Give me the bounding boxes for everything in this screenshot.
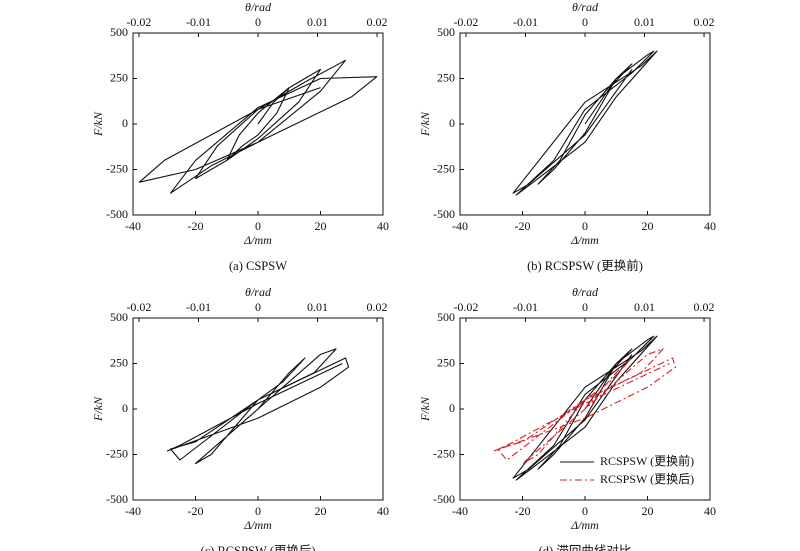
hysteresis-curve — [512, 50, 658, 196]
y-tick-label: -500 — [106, 207, 128, 221]
x2-tick-label: -0.02 — [453, 15, 478, 29]
x2-tick-label: 0 — [582, 15, 588, 29]
y-axis-label: F/kN — [418, 396, 432, 422]
x2-tick-label: -0.01 — [186, 300, 211, 314]
x-tick-label: 40 — [377, 219, 389, 233]
x-tick-label: -20 — [188, 504, 204, 518]
y-tick-label: -250 — [106, 161, 128, 175]
x2-tick-label: 0.01 — [307, 15, 328, 29]
x-tick-label: 20 — [642, 504, 654, 518]
x2-tick-label: 0 — [582, 300, 588, 314]
x2-axis-label: θ/rad — [245, 0, 272, 14]
x-tick-label: 40 — [377, 504, 389, 518]
caption: (b) RCSPSW (更换前) — [527, 258, 643, 273]
y-tick-label: 250 — [437, 355, 455, 369]
y-tick-label: -250 — [433, 161, 455, 175]
x2-tick-label: -0.01 — [513, 300, 538, 314]
x-tick-label: -20 — [515, 504, 531, 518]
hysteresis-curve — [138, 59, 378, 194]
y-tick-label: -250 — [106, 446, 128, 460]
y-tick-label: 500 — [110, 25, 128, 39]
x-axis-label: Δ/mm — [243, 233, 272, 247]
y-tick-label: -500 — [106, 492, 128, 506]
x-axis-label: Δ/mm — [243, 518, 272, 532]
x2-tick-label: -0.01 — [186, 15, 211, 29]
legend-label: RCSPSW (更换前) — [600, 453, 694, 468]
x2-tick-label: 0 — [255, 15, 261, 29]
x2-tick-label: 0.02 — [694, 300, 715, 314]
y-tick-label: -500 — [433, 207, 455, 221]
x2-tick-label: 0.02 — [694, 15, 715, 29]
x2-axis-label: θ/rad — [572, 285, 599, 299]
y-tick-label: 250 — [437, 70, 455, 84]
x2-tick-label: -0.01 — [513, 15, 538, 29]
x-tick-label: 0 — [255, 504, 261, 518]
x2-tick-label: -0.02 — [453, 300, 478, 314]
x-axis-label: Δ/mm — [570, 518, 599, 532]
x-axis-label: Δ/mm — [570, 233, 599, 247]
caption: (c) RCSPSW (更换后) — [200, 544, 315, 551]
x2-tick-label: 0.01 — [634, 300, 655, 314]
y-axis-label: F/kN — [418, 111, 432, 137]
x-tick-label: -40 — [452, 504, 468, 518]
x-tick-label: -40 — [125, 219, 141, 233]
x2-tick-label: -0.02 — [126, 15, 151, 29]
caption: (d) 滞回曲线对比 — [539, 544, 632, 551]
y-tick-label: 0 — [449, 116, 455, 130]
x-tick-label: 40 — [704, 504, 716, 518]
x-tick-label: -40 — [125, 504, 141, 518]
y-tick-label: 500 — [437, 310, 455, 324]
x2-tick-label: 0.02 — [367, 15, 388, 29]
x-tick-label: 40 — [704, 219, 716, 233]
y-tick-label: 0 — [449, 401, 455, 415]
y-tick-label: 500 — [110, 310, 128, 324]
x-tick-label: -20 — [515, 219, 531, 233]
x2-tick-label: 0.02 — [367, 300, 388, 314]
caption: (a) CSPSW — [229, 259, 287, 273]
x2-tick-label: 0 — [255, 300, 261, 314]
y-axis-label: F/kN — [91, 111, 105, 137]
y-tick-label: 0 — [122, 401, 128, 415]
x2-tick-label: 0.01 — [307, 300, 328, 314]
y-tick-label: 250 — [110, 355, 128, 369]
y-tick-label: -250 — [433, 446, 455, 460]
x-tick-label: -20 — [188, 219, 204, 233]
x2-axis-label: θ/rad — [245, 285, 272, 299]
x-tick-label: -40 — [452, 219, 468, 233]
x-tick-label: 0 — [582, 219, 588, 233]
x2-tick-label: -0.02 — [126, 300, 151, 314]
hysteresis-curve — [512, 335, 658, 481]
y-axis-label: F/kN — [91, 396, 105, 422]
y-tick-label: 250 — [110, 70, 128, 84]
x-tick-label: 20 — [315, 219, 327, 233]
x-tick-label: 0 — [582, 504, 588, 518]
x2-axis-label: θ/rad — [572, 0, 599, 14]
x-tick-label: 20 — [315, 504, 327, 518]
x-tick-label: 0 — [255, 219, 261, 233]
hysteresis-curve — [493, 348, 677, 465]
x2-tick-label: 0.01 — [634, 15, 655, 29]
y-tick-label: 0 — [122, 116, 128, 130]
y-tick-label: 500 — [437, 25, 455, 39]
hysteresis-curve — [166, 348, 350, 465]
legend-label: RCSPSW (更换后) — [600, 472, 694, 486]
x-tick-label: 20 — [642, 219, 654, 233]
y-tick-label: -500 — [433, 492, 455, 506]
